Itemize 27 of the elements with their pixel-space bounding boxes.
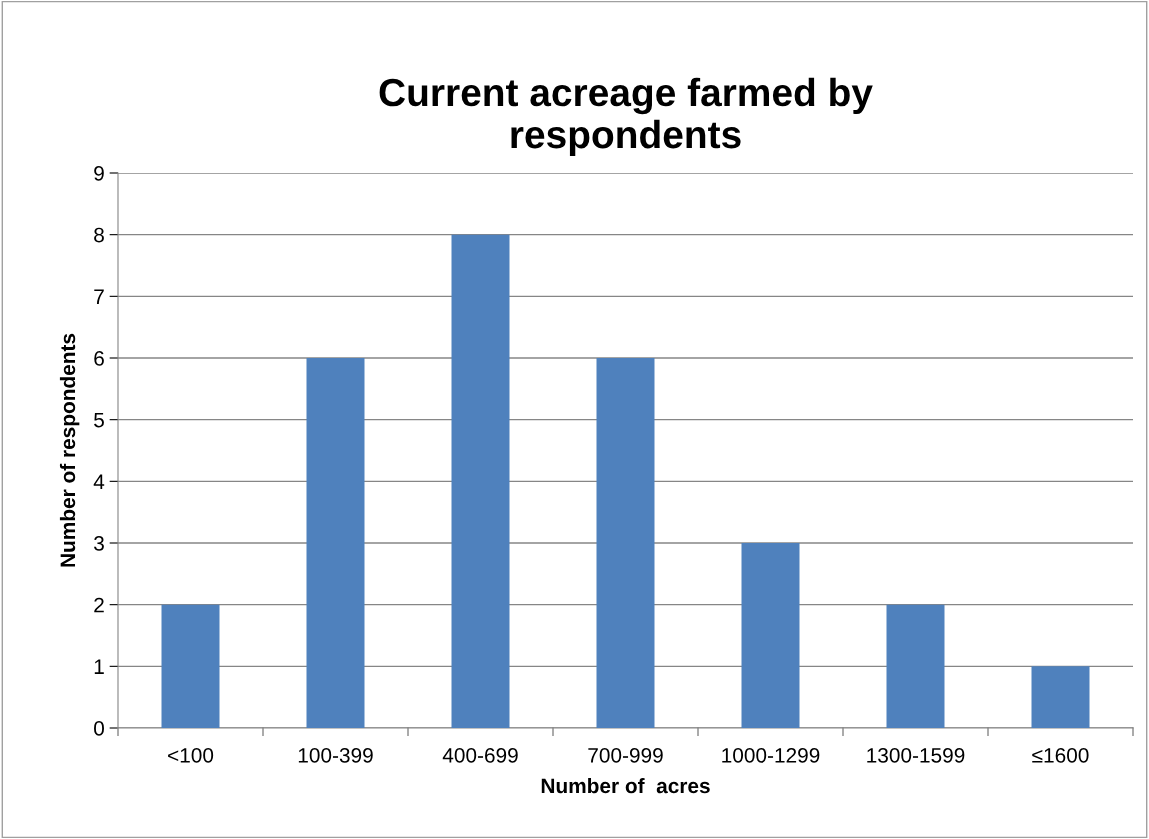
bar [306, 358, 365, 728]
y-tick-label: 2 [94, 597, 104, 613]
y-axis-title: Number of respondents [59, 333, 80, 567]
y-tick-label: 9 [94, 166, 104, 181]
bar [741, 543, 800, 728]
x-tick-label: 1300-1599 [867, 747, 965, 763]
x-tick-label: 700-999 [588, 747, 663, 763]
y-tick-label: 0 [94, 721, 104, 736]
x-axis-title: Number of acres [541, 777, 710, 794]
y-tick-label: 8 [94, 227, 104, 243]
x-tick-label: 1000-1299 [722, 747, 820, 763]
chart-title: Current acreage farmed by respondents [379, 77, 873, 157]
y-tick-label: 5 [94, 412, 104, 428]
y-tick-label: 1 [94, 659, 104, 674]
x-tick-label: <100 [168, 747, 214, 763]
x-tick-label: ≤1600 [1032, 747, 1089, 763]
bar [1031, 666, 1090, 728]
bar [596, 358, 655, 728]
y-tick-label: 3 [94, 536, 104, 551]
y-tick-label: 4 [93, 474, 105, 489]
y-tick-label: 6 [94, 351, 104, 366]
bar [161, 604, 220, 728]
x-tick-label: 100-399 [298, 747, 373, 763]
bar [886, 604, 945, 728]
bar [451, 234, 510, 728]
x-tick-label: 400-699 [442, 747, 518, 763]
y-tick-label: 7 [94, 289, 104, 304]
